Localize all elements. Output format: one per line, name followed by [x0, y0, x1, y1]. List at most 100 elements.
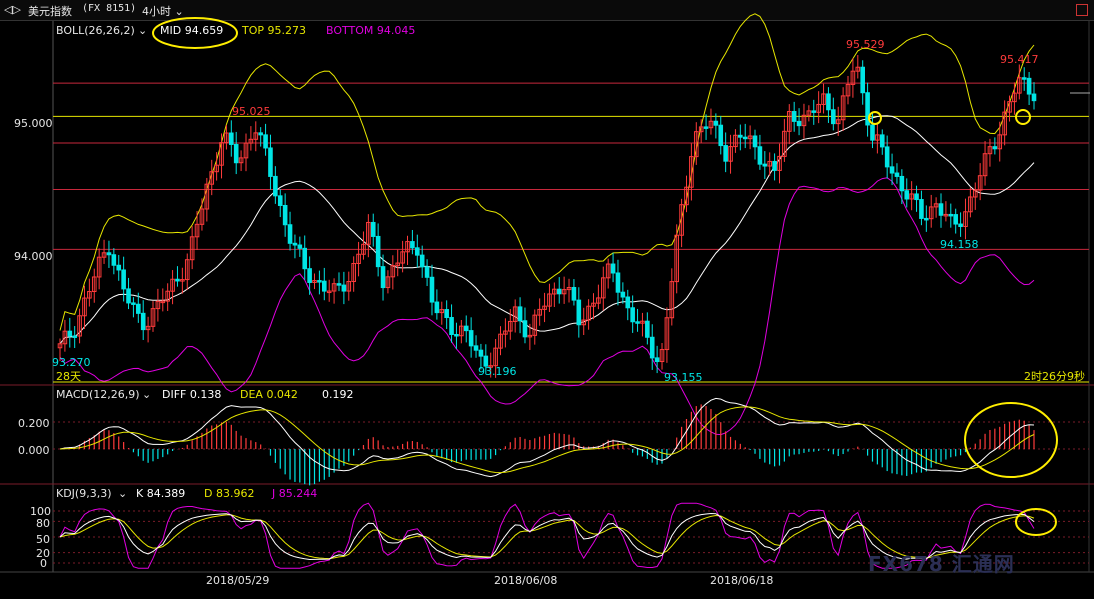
- candle-body: [258, 132, 263, 136]
- candle-body: [997, 134, 1003, 150]
- candle-body: [101, 252, 107, 258]
- candle-body: [248, 138, 254, 144]
- candle-body: [943, 213, 949, 217]
- candle-body: [669, 281, 675, 319]
- candle-body: [571, 287, 577, 301]
- candle-body: [762, 163, 768, 167]
- candle-body: [189, 236, 195, 261]
- candle-body: [968, 196, 973, 213]
- candle-body: [268, 147, 273, 177]
- candle-body: [307, 268, 312, 283]
- label-high-95417: 95.417: [1000, 53, 1039, 66]
- candle-body: [366, 221, 371, 245]
- candle-body: [336, 283, 342, 286]
- macd-dea-line: [59, 406, 1035, 474]
- candle-body: [708, 120, 714, 129]
- candle-body: [615, 272, 621, 293]
- candle-body: [57, 343, 63, 349]
- candle-body: [361, 243, 366, 255]
- candle-body: [625, 296, 631, 309]
- candle-body: [233, 143, 239, 164]
- candle-body: [938, 203, 944, 216]
- candle-body: [659, 349, 665, 363]
- candle-body: [635, 321, 640, 324]
- candle-body: [385, 276, 391, 289]
- candle-body: [1002, 111, 1007, 136]
- footer-left: 28天: [56, 370, 81, 383]
- candle-body: [150, 308, 156, 327]
- candle-body: [527, 334, 533, 338]
- candle-body: [136, 303, 141, 314]
- candle-body: [463, 325, 469, 332]
- candle-body: [693, 131, 699, 158]
- candle-body: [894, 172, 900, 177]
- candle-body: [116, 264, 122, 271]
- candle-body: [263, 134, 268, 149]
- kdj-tick-80: 80: [36, 517, 50, 530]
- watermark: FX678 汇通网: [868, 552, 1015, 576]
- candle-body: [454, 334, 459, 337]
- candle-body: [992, 146, 998, 150]
- horizontal-levels: [53, 82, 1089, 383]
- candle-body: [424, 266, 430, 278]
- candle-body: [782, 130, 787, 157]
- candle-body: [341, 284, 347, 292]
- period-selector[interactable]: 4小时 ⌄: [142, 5, 184, 18]
- candle-body: [757, 146, 763, 165]
- candle-body: [356, 253, 361, 264]
- candle-body: [537, 308, 542, 316]
- candle-body: [488, 365, 494, 368]
- macd-axis: 0.200 0.000: [18, 417, 50, 457]
- candle-body: [777, 155, 782, 171]
- candle-body: [199, 208, 205, 225]
- candle-body: [292, 242, 298, 246]
- candle-body: [982, 153, 988, 177]
- candle-body: [145, 325, 151, 331]
- candle-body: [600, 277, 606, 299]
- candle-body: [87, 290, 92, 299]
- candle-body: [547, 293, 552, 307]
- candle-body: [165, 290, 170, 302]
- label-low-93196: 93.196: [478, 365, 517, 378]
- candle-body: [679, 204, 684, 236]
- candles: [57, 54, 1037, 378]
- candle-body: [821, 93, 826, 105]
- candle-body: [870, 124, 875, 141]
- date-axis: 2018/05/29 2018/06/08 2018/06/18: [206, 574, 773, 587]
- candle-body: [1012, 92, 1017, 103]
- candle-body: [229, 132, 234, 145]
- candle-body: [72, 335, 77, 338]
- candle-body: [170, 278, 175, 292]
- candle-body: [605, 263, 611, 279]
- candle-body: [209, 171, 215, 185]
- candle-body: [610, 263, 616, 274]
- candle-body: [948, 213, 954, 217]
- candle-body: [96, 256, 102, 278]
- candle-body: [77, 315, 82, 337]
- candle-body: [512, 306, 518, 322]
- close-icon[interactable]: [1076, 4, 1088, 16]
- kdj-tick-100: 100: [30, 505, 51, 518]
- candle-body: [1031, 93, 1037, 102]
- candle-body: [684, 186, 689, 206]
- candle-body: [860, 66, 865, 94]
- candle-body: [630, 307, 635, 323]
- boll-mid: MID 94.659: [160, 24, 223, 37]
- candle-body: [175, 278, 180, 282]
- candle-body: [219, 142, 224, 166]
- candle-body: [459, 325, 464, 337]
- candle-body: [126, 288, 131, 304]
- label-low-94158: 94.158: [940, 238, 979, 251]
- candle-body: [483, 355, 489, 367]
- nav-arrows-icon[interactable]: ◁▷: [4, 3, 21, 16]
- candle-body: [302, 247, 308, 270]
- highlight-ellipse-macd: [964, 402, 1058, 478]
- candle-body: [826, 93, 831, 111]
- candle-body: [184, 259, 190, 281]
- candle-body: [674, 234, 680, 283]
- kdj-j: J 85.244: [271, 487, 317, 500]
- candle-body: [312, 280, 317, 283]
- candle-body: [738, 134, 743, 138]
- label-low-93155: 93.155: [664, 371, 703, 384]
